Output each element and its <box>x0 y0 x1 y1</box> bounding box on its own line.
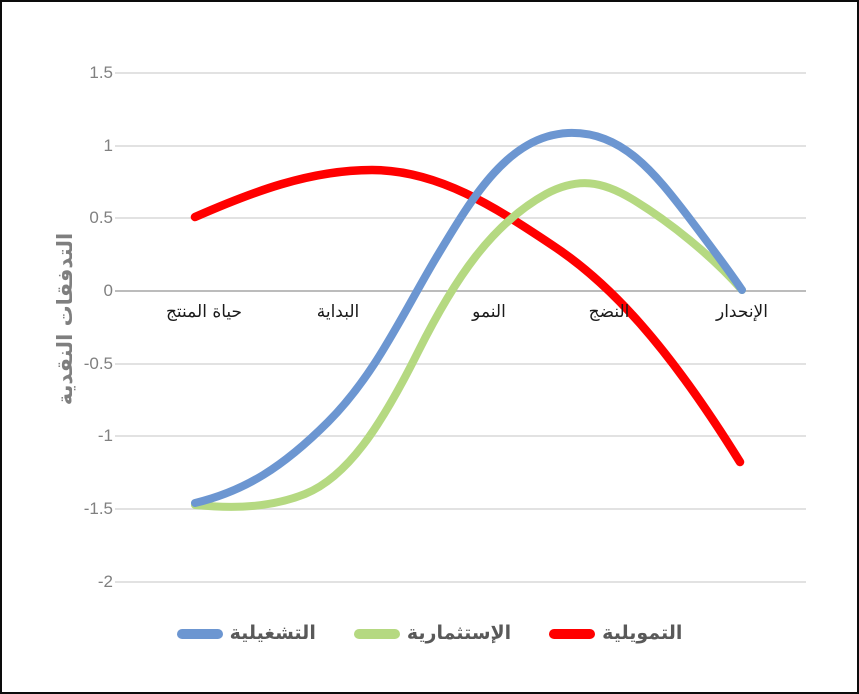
x-category-label: النضج <box>588 302 630 322</box>
y-tick-label: -2 <box>97 572 113 591</box>
legend-swatch-operating <box>176 628 223 639</box>
legend-swatch-investing <box>353 628 400 639</box>
legend: التشغيلية الإستثمارية التمويلية <box>2 624 857 643</box>
y-tick-label: 1 <box>103 136 113 155</box>
y-tick-label: -1 <box>97 426 113 445</box>
x-category-label: حياة المنتج <box>165 302 243 322</box>
legend-label-financing: التمويلية <box>602 622 683 644</box>
legend-item-operating: التشغيلية <box>176 622 316 644</box>
y-tick-label: -0.5 <box>83 354 113 373</box>
y-tick-label: -1.5 <box>83 499 113 518</box>
series-line-financing <box>190 165 745 467</box>
y-tick-label: 0 <box>103 281 113 300</box>
series-line-investing <box>191 179 746 511</box>
x-category-label: البداية <box>316 302 360 322</box>
y-axis-title: التدفقات النقدية <box>53 232 77 406</box>
x-category-label: الإنحدار <box>716 302 768 322</box>
y-tick-label: 0.5 <box>89 208 113 227</box>
series-line-operating <box>191 128 746 507</box>
legend-label-operating: التشغيلية <box>229 622 316 644</box>
x-category-label: النمو <box>472 302 506 322</box>
legend-swatch-financing <box>549 628 596 639</box>
legend-item-investing: الإستثمارية <box>353 622 512 644</box>
legend-label-investing: الإستثمارية <box>406 622 512 644</box>
y-tick-label: 1.5 <box>89 63 113 82</box>
series-curves <box>190 128 746 511</box>
legend-item-financing: التمويلية <box>549 624 682 643</box>
